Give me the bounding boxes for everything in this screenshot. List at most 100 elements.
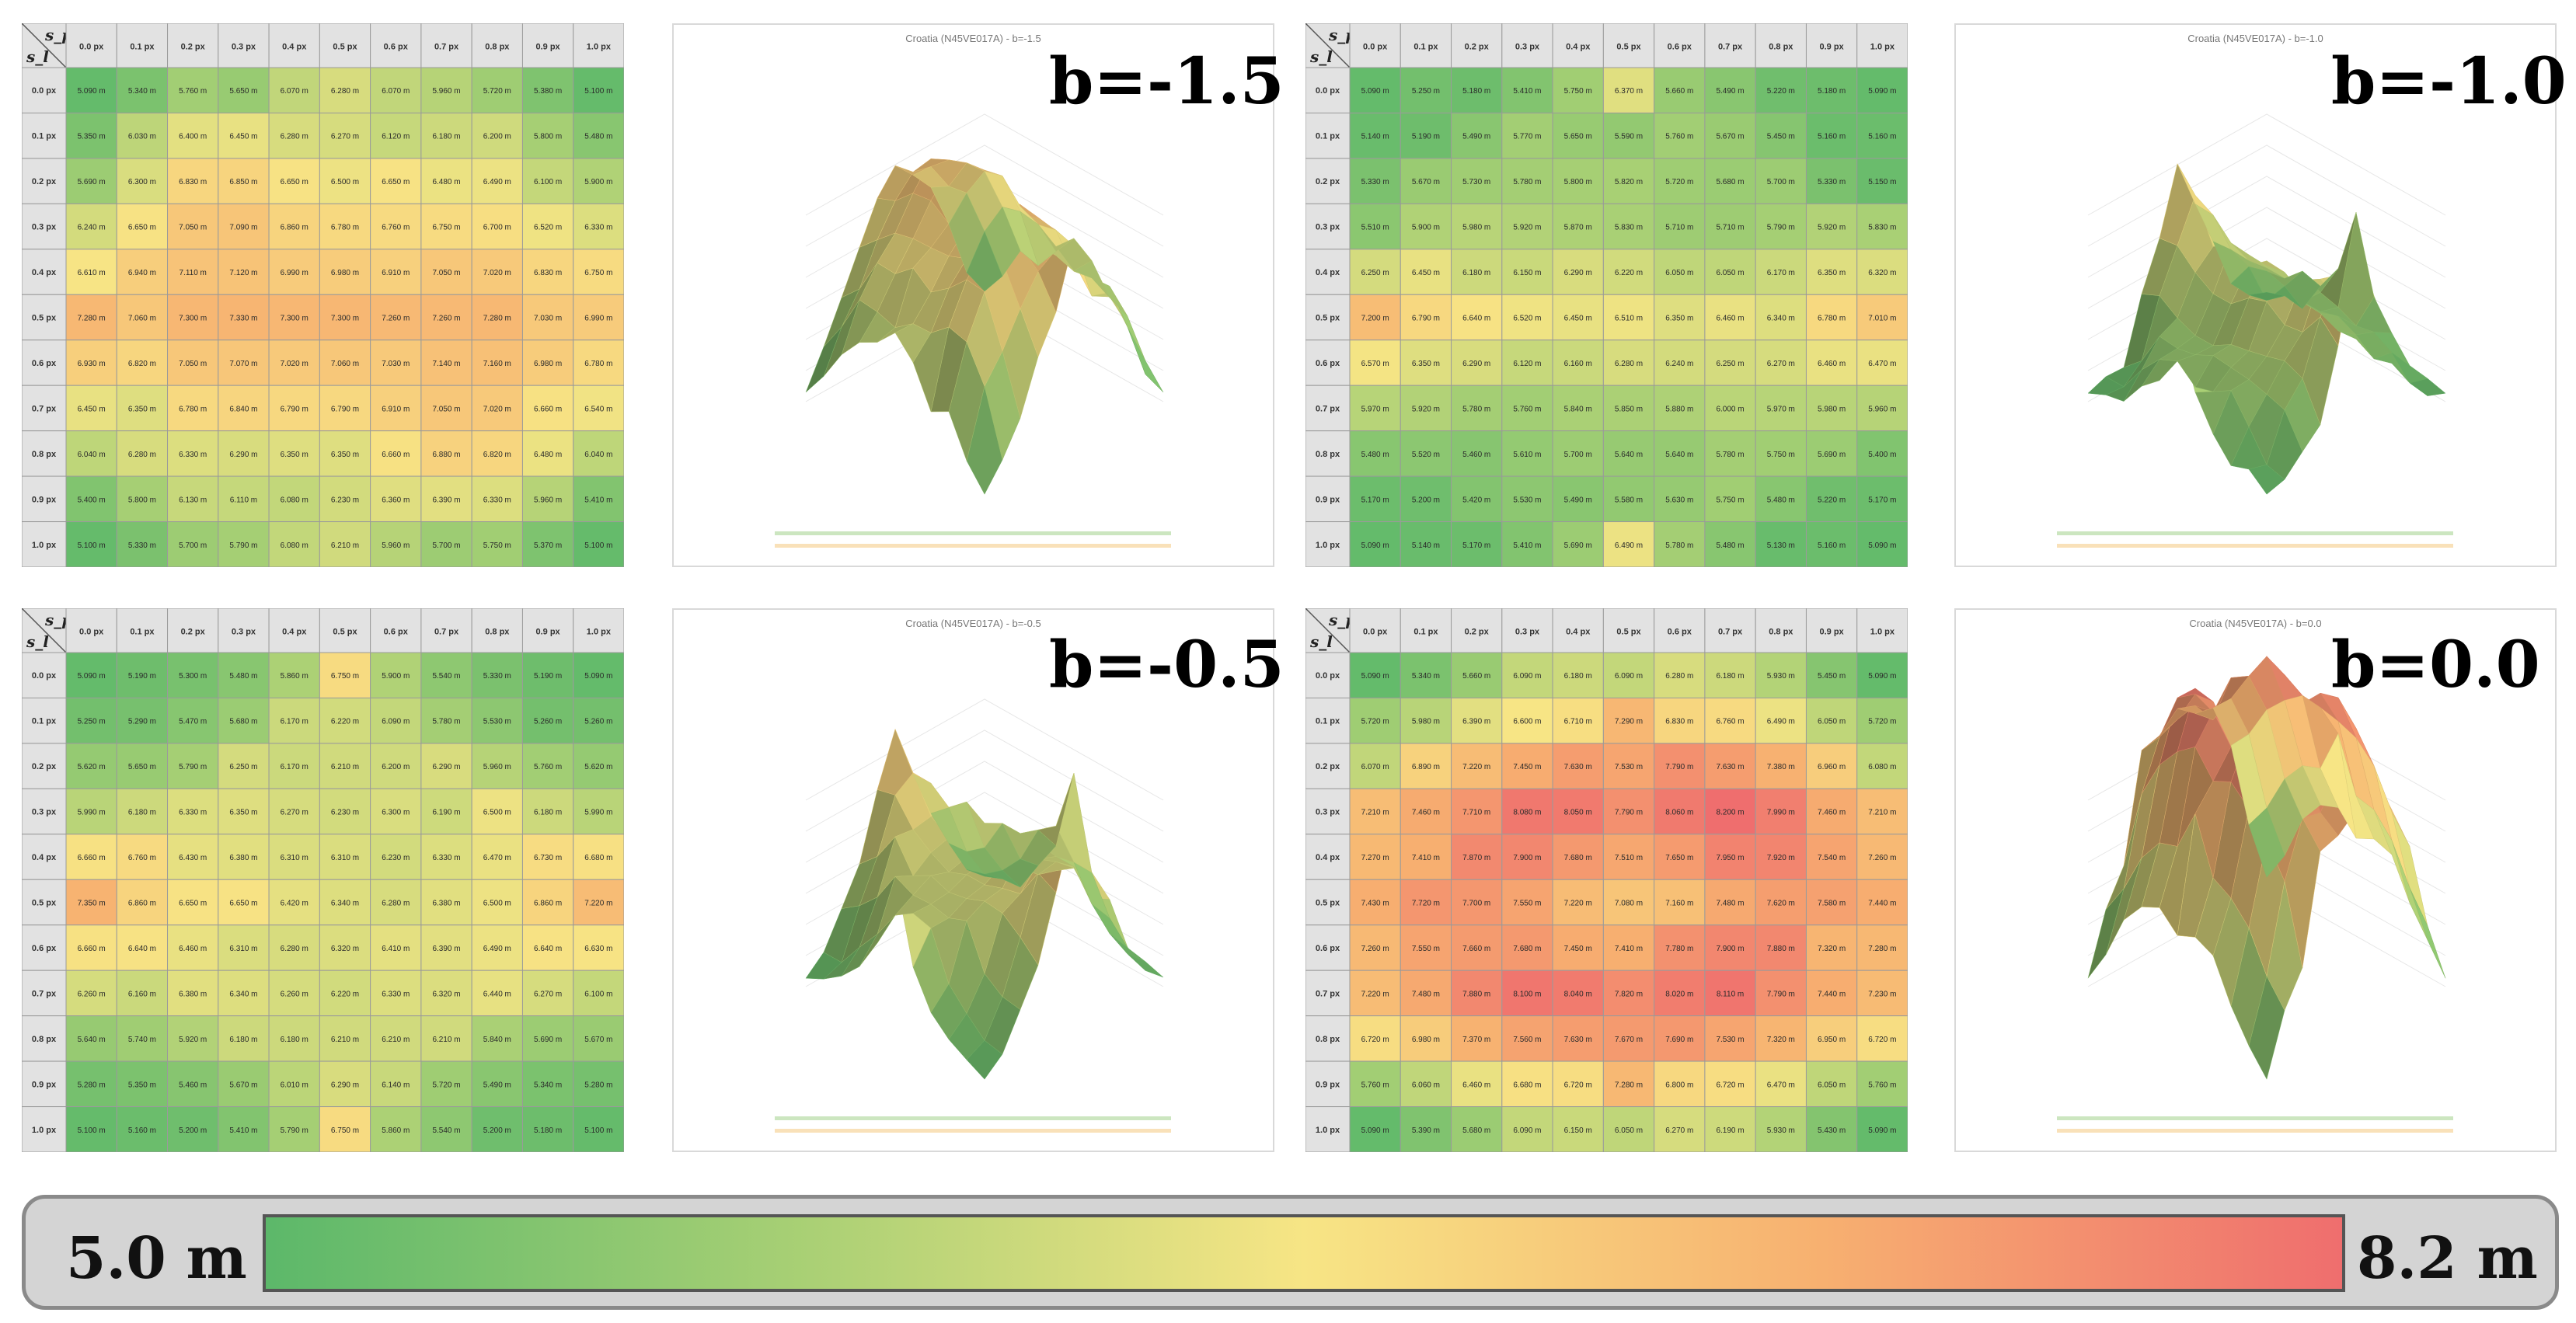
heatmap-cell-value: 5.650 m [1564, 133, 1592, 141]
heatmap-cell-value: 7.300 m [331, 315, 359, 323]
heatmap-cell [573, 203, 624, 250]
heatmap-cell-value: 7.410 m [1412, 854, 1440, 862]
heatmap-cell [1451, 788, 1503, 835]
heatmap-cell [1755, 652, 1807, 698]
heatmap-cell-value: 6.170 m [281, 718, 308, 726]
column-header: 0.1 px [130, 43, 155, 52]
heatmap-cell-value: 6.860 m [281, 224, 308, 232]
heatmap-cell-value: 6.210 m [382, 1036, 410, 1044]
heatmap-cell [521, 879, 574, 926]
heatmap-cell-value: 6.720 m [1868, 1036, 1896, 1044]
heatmap-cell-value: 7.260 m [1361, 945, 1389, 953]
row-header: 0.7 px [32, 989, 57, 998]
heatmap-cell [1856, 970, 1908, 1017]
heatmap-cell [268, 1106, 320, 1152]
row-header: 0.1 px [1316, 132, 1340, 141]
heatmap-cell [1349, 743, 1401, 789]
heatmap-cell-value: 7.680 m [1513, 945, 1541, 953]
heatmap-cell-value: 6.450 m [1564, 315, 1592, 323]
row-header: 0.1 px [32, 717, 57, 726]
heatmap-cell-value: 6.220 m [1615, 269, 1643, 277]
heatmap-cell-value: 5.900 m [382, 672, 410, 681]
heatmap-cell-value: 5.460 m [179, 1081, 207, 1089]
column-header: 0.7 px [434, 43, 459, 52]
heatmap-cell-value: 5.920 m [179, 1036, 207, 1044]
heatmap-cell [1654, 249, 1706, 295]
heatmap-cell-value: 5.340 m [128, 87, 156, 96]
heatmap-cell [573, 788, 624, 835]
heatmap-cell [268, 1060, 320, 1108]
heatmap-cell-value: 5.770 m [1513, 133, 1541, 141]
heatmap-cell [1451, 203, 1503, 250]
row-header: 0.2 px [32, 177, 57, 186]
heatmap-cell [1755, 788, 1807, 835]
heatmap-cell-value: 5.800 m [534, 133, 562, 141]
heatmap-cell [1349, 294, 1401, 341]
heatmap-cell-value: 6.280 m [1665, 672, 1693, 681]
heatmap-cell [65, 249, 117, 295]
heatmap-cell [370, 339, 422, 386]
surface-plot-title: Croatia (N45VE017A) - b=-1.0 [2187, 33, 2323, 44]
heatmap-cell-value: 5.980 m [1462, 224, 1490, 232]
heatmap-cell-value: 7.690 m [1665, 1036, 1693, 1044]
surface-plot-b-neg1.0: Croatia (N45VE017A) - b=-1.0 [1954, 23, 2557, 567]
heatmap-cell [1704, 67, 1756, 113]
heatmap-cell [521, 67, 574, 113]
heatmap-cell-value: 6.460 m [1462, 1081, 1490, 1089]
heatmap-cell-value: 6.470 m [1868, 360, 1896, 368]
heatmap-cell [1501, 1060, 1553, 1108]
heatmap-cell-value: 5.680 m [1462, 1126, 1490, 1135]
heatmap-cell [268, 158, 320, 204]
row-header: 0.7 px [1316, 404, 1340, 413]
heatmap-cell [167, 67, 219, 113]
heatmap-cell-value: 7.450 m [1513, 763, 1541, 771]
heatmap-cell-value: 5.690 m [78, 178, 106, 186]
heatmap-cell-value: 5.640 m [1665, 451, 1693, 459]
heatmap-cell [1602, 67, 1655, 113]
heatmap-cell [1856, 697, 1908, 744]
heatmap-cell [167, 652, 219, 698]
column-header: 0.1 px [1413, 628, 1438, 637]
column-header: 0.8 px [485, 628, 510, 637]
column-header: 0.8 px [485, 43, 510, 52]
heatmap-cell [1602, 475, 1655, 523]
heatmap-cell-value: 7.260 m [1868, 854, 1896, 862]
heatmap-cell-value: 5.410 m [1513, 87, 1541, 96]
heatmap-cell-value: 7.630 m [1716, 763, 1744, 771]
row-header: 0.3 px [1316, 223, 1340, 232]
heatmap-cell-value: 5.750 m [1716, 496, 1744, 504]
heatmap-cell-value: 7.580 m [1818, 900, 1846, 908]
col-header-symbol: s_l [1309, 47, 1333, 66]
heatmap-cell [420, 339, 472, 386]
heatmap-cell [471, 697, 523, 744]
heatmap-cell-value: 7.030 m [534, 315, 562, 323]
heatmap-cell-value: 6.990 m [584, 315, 612, 323]
heatmap-cell-value: 5.960 m [1868, 405, 1896, 413]
heatmap-cell-value: 7.700 m [1462, 900, 1490, 908]
heatmap-cell [1349, 1015, 1401, 1062]
heatmap-cell [1552, 697, 1604, 744]
heatmap-cell [167, 430, 219, 477]
heatmap-cell [65, 970, 117, 1017]
heatmap-cell [1552, 834, 1604, 880]
heatmap-cell-value: 7.270 m [1361, 854, 1389, 862]
heatmap-cell [1856, 385, 1908, 432]
column-header: 1.0 px [1870, 628, 1895, 637]
heatmap-cell [319, 924, 371, 971]
heatmap-cell-value: 5.160 m [128, 1126, 156, 1135]
heatmap-cell-value: 7.440 m [1818, 990, 1846, 998]
heatmap-cell-value: 6.270 m [331, 133, 359, 141]
heatmap-cell [167, 249, 219, 295]
heatmap-cell-value: 6.940 m [128, 269, 156, 277]
heatmap-cell [1501, 385, 1553, 432]
row-header: 0.6 px [1316, 359, 1340, 368]
heatmap-cell-value: 5.690 m [1564, 541, 1592, 550]
heatmap-cell [1805, 475, 1858, 523]
heatmap-cell [1755, 294, 1807, 341]
surface-plot-b-neg1.5: Croatia (N45VE017A) - b=-1.5 [672, 23, 1274, 567]
heatmap-cell-value: 7.090 m [229, 224, 257, 232]
heatmap-cell-value: 5.930 m [1767, 1126, 1795, 1135]
heatmap-cell [370, 879, 422, 926]
heatmap-cell [1400, 521, 1452, 567]
heatmap-cell [1451, 834, 1503, 880]
